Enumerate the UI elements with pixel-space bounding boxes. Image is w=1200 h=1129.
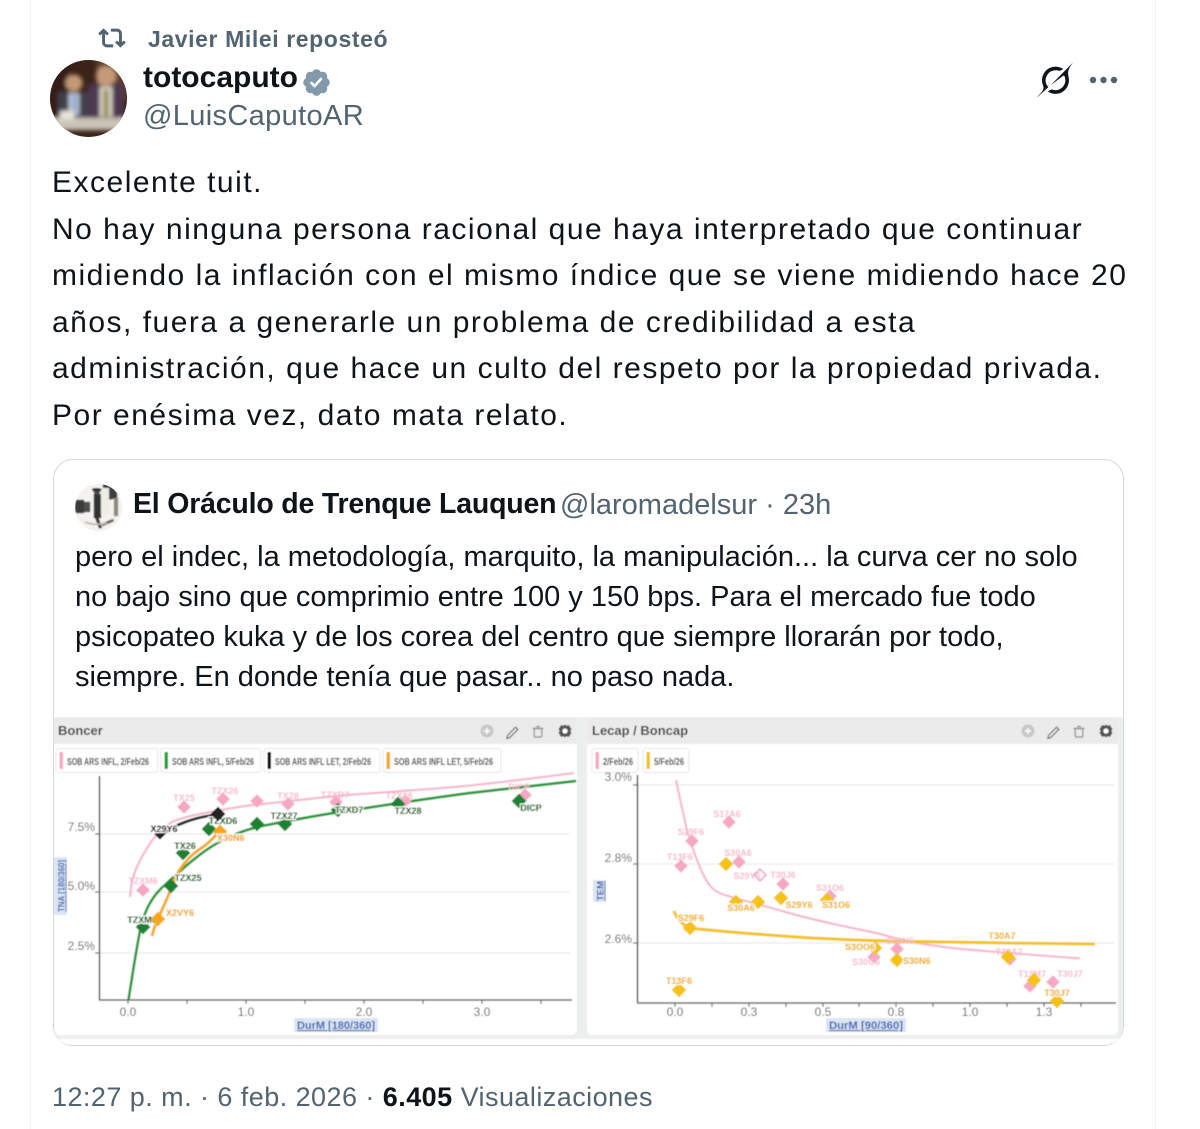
svg-text:TZX25: TZX25 bbox=[174, 873, 201, 883]
svg-text:DurM [180/360]: DurM [180/360] bbox=[297, 1020, 375, 1032]
svg-text:X30N6: X30N6 bbox=[217, 833, 245, 843]
svg-text:S29Y6: S29Y6 bbox=[733, 871, 760, 881]
svg-text:S30A6: S30A6 bbox=[724, 848, 752, 858]
svg-text:5/Feb/26: 5/Feb/26 bbox=[654, 757, 684, 768]
svg-text:DICP: DICP bbox=[520, 803, 542, 813]
svg-text:T13M7: T13M7 bbox=[1018, 969, 1046, 979]
svg-text:TZXM6: TZXM6 bbox=[127, 915, 157, 925]
svg-text:TZX26: TZX26 bbox=[211, 786, 238, 796]
svg-text:X2VY6: X2VY6 bbox=[166, 908, 194, 918]
svg-text:S31O6: S31O6 bbox=[822, 900, 850, 910]
svg-text:7.5%: 7.5% bbox=[68, 820, 96, 834]
svg-text:SOB ARS INFL, 2/Feb/26: SOB ARS INFL, 2/Feb/26 bbox=[67, 757, 149, 768]
svg-text:S17A6: S17A6 bbox=[713, 809, 741, 819]
svg-text:1.3: 1.3 bbox=[1036, 1005, 1053, 1019]
svg-text:3.0%: 3.0% bbox=[605, 770, 633, 784]
svg-text:Lecap / Boncap: Lecap / Boncap bbox=[592, 723, 688, 738]
svg-text:S3OO6: S3OO6 bbox=[845, 942, 875, 952]
svg-text:2.0: 2.0 bbox=[356, 1005, 373, 1019]
svg-text:3.0: 3.0 bbox=[474, 1005, 491, 1019]
svg-text:1.0: 1.0 bbox=[238, 1005, 255, 1019]
svg-text:TZX25: TZX25 bbox=[174, 873, 201, 883]
svg-text:S3OO6: S3OO6 bbox=[845, 942, 875, 952]
svg-text:S31O6: S31O6 bbox=[822, 900, 850, 910]
svg-text:TZX28: TZX28 bbox=[394, 806, 421, 816]
svg-text:S29Y6: S29Y6 bbox=[785, 900, 812, 910]
svg-text:S30A6: S30A6 bbox=[727, 903, 755, 913]
svg-text:S30N6: S30N6 bbox=[903, 956, 931, 966]
svg-text:SOB ARS INFL LET, 2/Feb/26: SOB ARS INFL LET, 2/Feb/26 bbox=[275, 757, 371, 768]
svg-text:0.0: 0.0 bbox=[120, 1005, 137, 1019]
svg-text:TX25: TX25 bbox=[173, 793, 195, 803]
svg-text:0.8: 0.8 bbox=[888, 1005, 905, 1019]
svg-text:T30J7: T30J7 bbox=[1044, 988, 1070, 998]
svg-text:TZX28: TZX28 bbox=[385, 791, 412, 801]
svg-text:0.5: 0.5 bbox=[815, 1005, 832, 1019]
svg-text:T30J7: T30J7 bbox=[1057, 969, 1083, 979]
svg-text:TZXD7: TZXD7 bbox=[321, 790, 350, 800]
svg-text:DICP: DICP bbox=[520, 803, 542, 813]
svg-text:X2VY6: X2VY6 bbox=[166, 908, 194, 918]
svg-text:S29Y6: S29Y6 bbox=[785, 900, 812, 910]
svg-text:S30O6: S30O6 bbox=[852, 957, 880, 967]
svg-text:1.0: 1.0 bbox=[962, 1005, 979, 1019]
svg-text:0.3: 0.3 bbox=[741, 1005, 758, 1019]
svg-text:SOB ARS INFL LET, 5/Feb/26: SOB ARS INFL LET, 5/Feb/26 bbox=[394, 757, 493, 768]
svg-text:S30N6: S30N6 bbox=[903, 956, 931, 966]
svg-text:DICP: DICP bbox=[508, 782, 530, 792]
svg-text:T30A7: T30A7 bbox=[988, 931, 1015, 941]
svg-text:TX26: TX26 bbox=[174, 841, 196, 851]
svg-text:S29F6: S29F6 bbox=[678, 913, 705, 923]
svg-text:T13F6: T13F6 bbox=[667, 852, 693, 862]
svg-text:S29F6: S29F6 bbox=[678, 827, 705, 837]
svg-text:TZX27: TZX27 bbox=[270, 811, 297, 821]
svg-text:X29Y6: X29Y6 bbox=[150, 824, 177, 834]
svg-text:2/Feb/26: 2/Feb/26 bbox=[603, 757, 633, 768]
svg-text:2.6%: 2.6% bbox=[605, 932, 633, 946]
svg-text:0.0: 0.0 bbox=[667, 1005, 684, 1019]
svg-text:S31O6: S31O6 bbox=[816, 883, 844, 893]
svg-text:TZXM6: TZXM6 bbox=[128, 876, 158, 886]
svg-text:2.5%: 2.5% bbox=[68, 939, 96, 953]
svg-text:T30J6: T30J6 bbox=[770, 870, 796, 880]
svg-text:TZXM6: TZXM6 bbox=[127, 915, 157, 925]
svg-text:TZX27: TZX27 bbox=[270, 811, 297, 821]
svg-text:TZXD7: TZXD7 bbox=[335, 805, 364, 815]
svg-text:TEM: TEM bbox=[596, 881, 607, 901]
svg-text:TNA [180/360]: TNA [180/360] bbox=[57, 860, 68, 912]
svg-text:S30N6: S30N6 bbox=[886, 936, 914, 946]
svg-text:TX26: TX26 bbox=[174, 841, 196, 851]
svg-text:TZXD6: TZXD6 bbox=[209, 816, 238, 826]
svg-text:T13F6: T13F6 bbox=[666, 976, 692, 986]
svg-text:TZX28: TZX28 bbox=[394, 806, 421, 816]
svg-text:S29F6: S29F6 bbox=[678, 913, 705, 923]
svg-text:DurM [90/360]: DurM [90/360] bbox=[829, 1020, 903, 1032]
svg-text:X29Y6: X29Y6 bbox=[150, 824, 177, 834]
svg-text:SOB ARS INFL, 5/Feb/26: SOB ARS INFL, 5/Feb/26 bbox=[172, 757, 254, 768]
svg-text:T13F6: T13F6 bbox=[666, 976, 692, 986]
svg-text:5.0%: 5.0% bbox=[68, 879, 96, 893]
svg-text:X30N6: X30N6 bbox=[217, 833, 245, 843]
svg-text:TZXD7: TZXD7 bbox=[335, 805, 364, 815]
svg-text:S30A6: S30A6 bbox=[727, 903, 755, 913]
svg-text:2.8%: 2.8% bbox=[605, 851, 633, 865]
svg-text:T30A7: T30A7 bbox=[988, 931, 1015, 941]
svg-text:T30J7: T30J7 bbox=[1044, 988, 1070, 998]
svg-text:Boncer: Boncer bbox=[58, 723, 103, 738]
svg-text:TX28: TX28 bbox=[277, 791, 299, 801]
